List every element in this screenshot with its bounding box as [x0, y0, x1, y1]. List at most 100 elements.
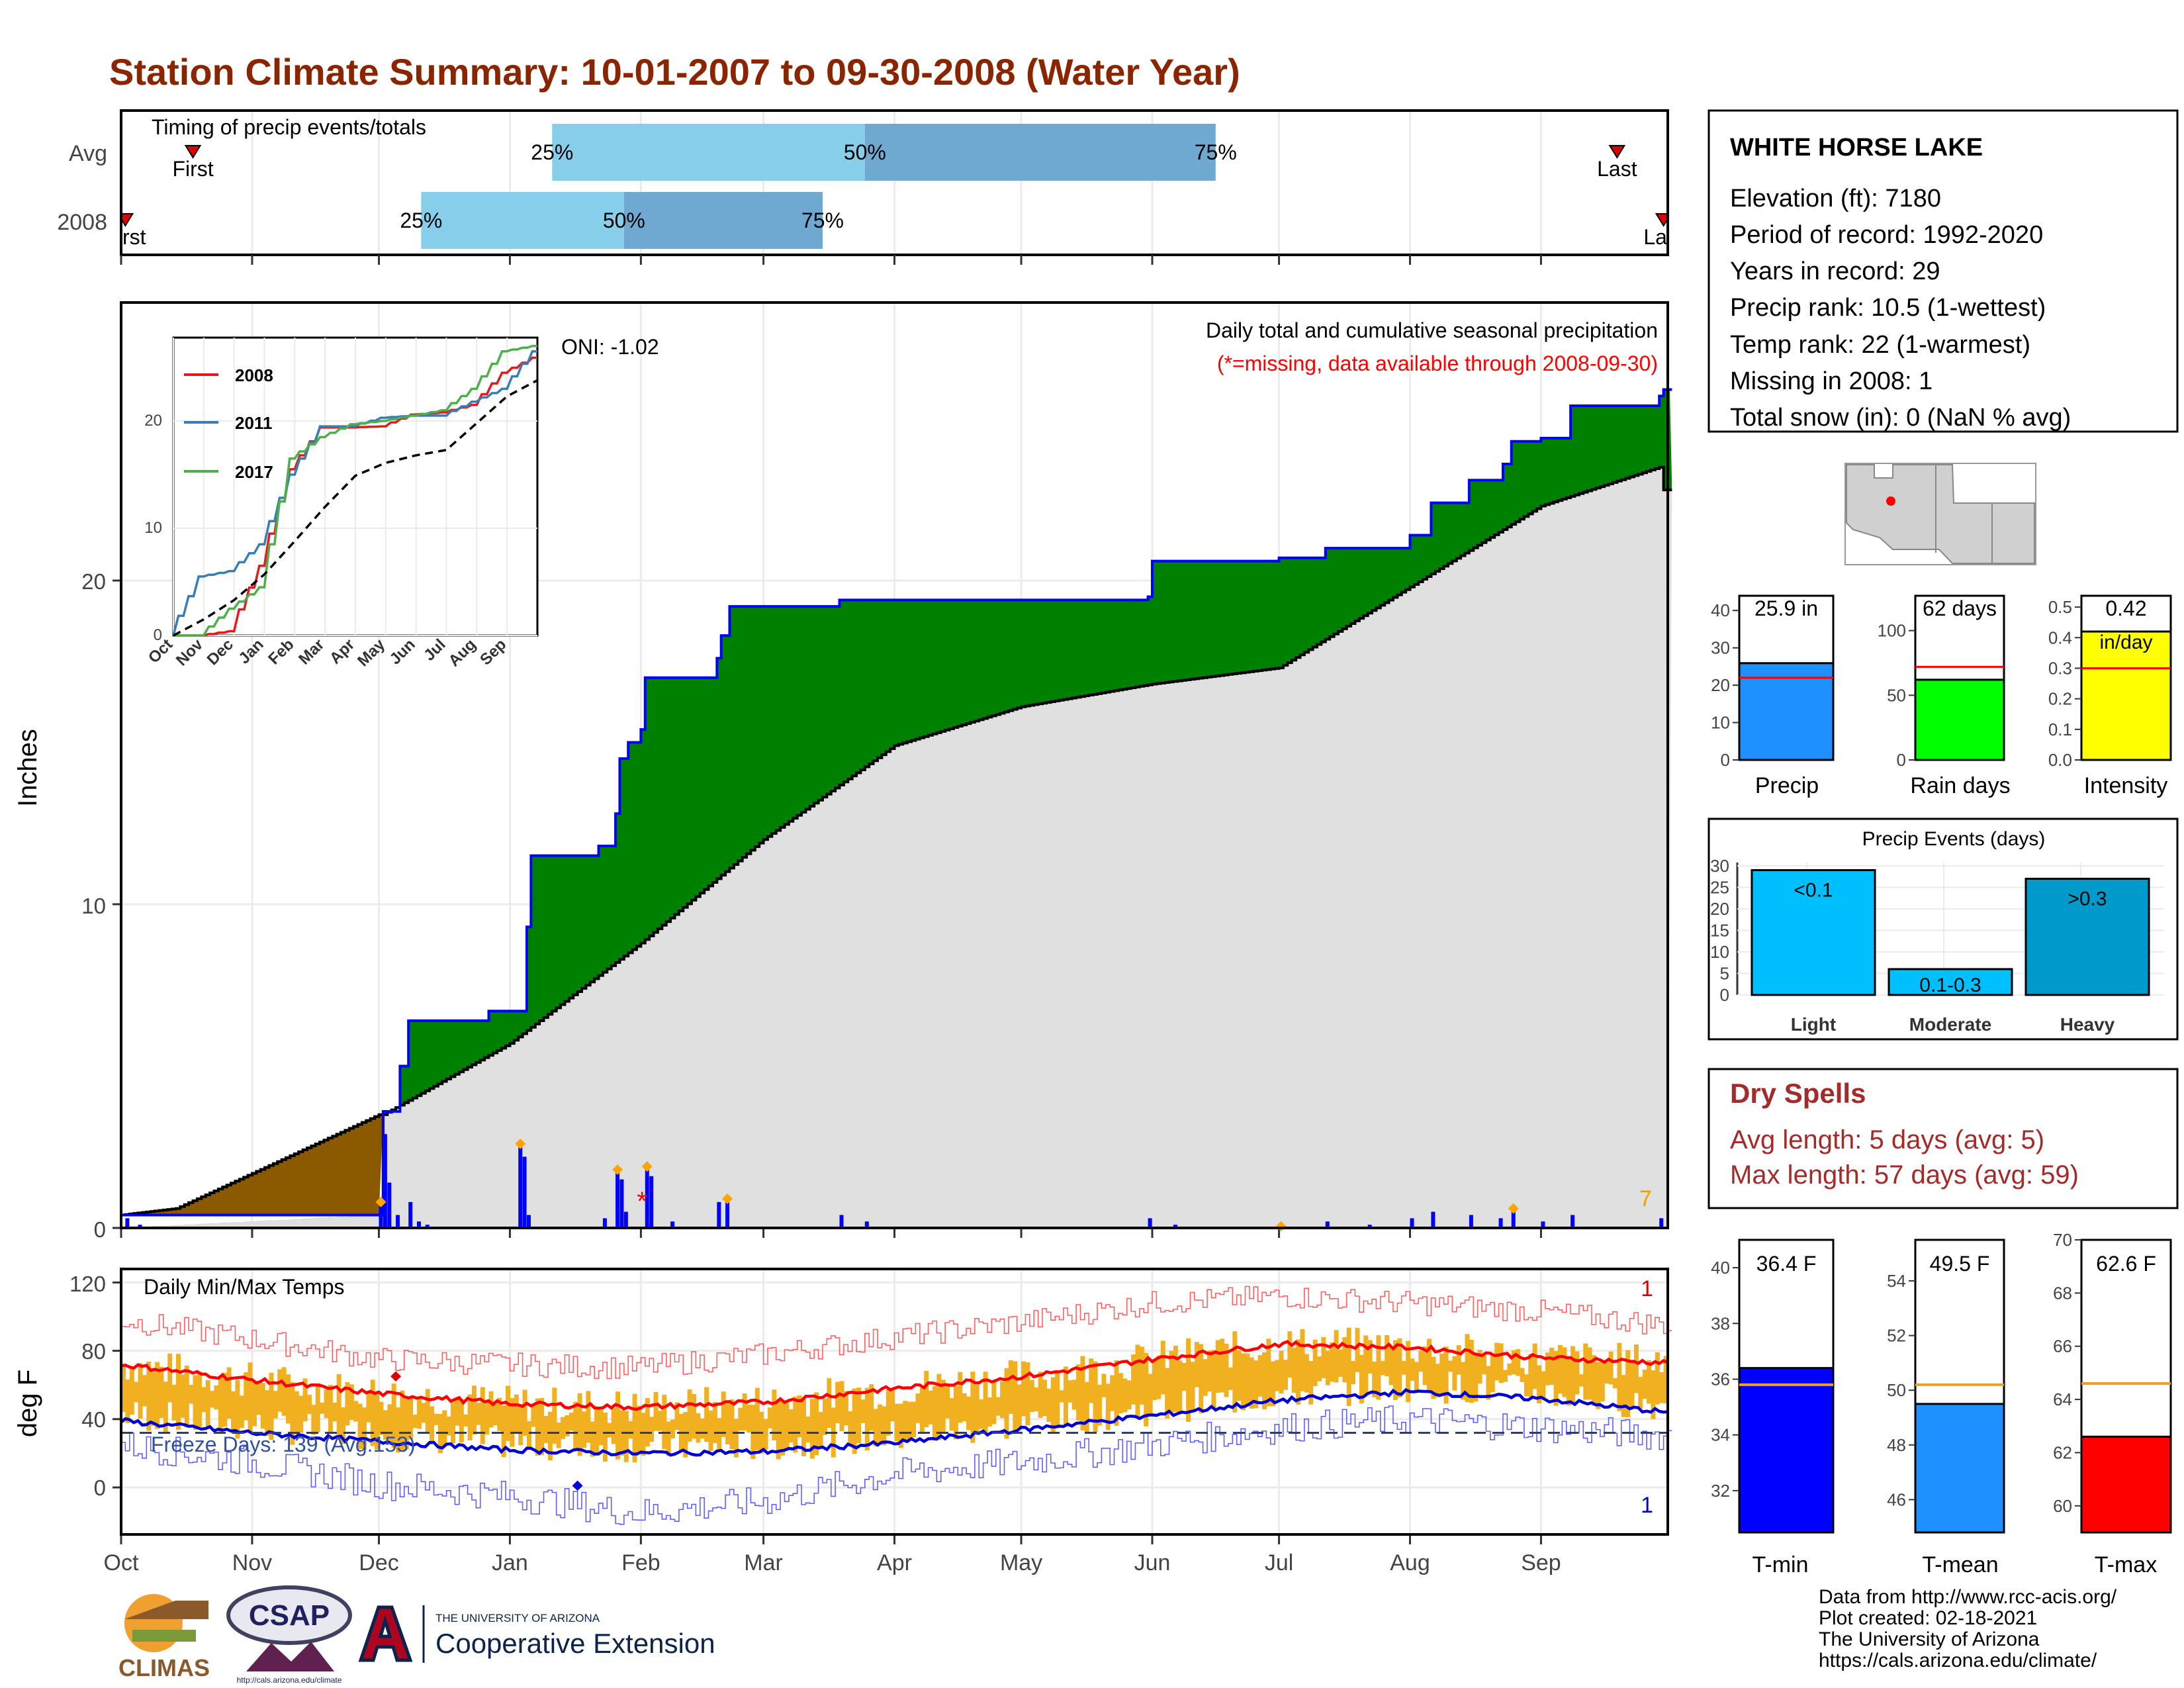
- daily-temp-range: [573, 1401, 578, 1448]
- inset-line-2011: [172, 350, 537, 636]
- daily-temp-range: [1642, 1370, 1647, 1399]
- record-max-count: 1: [1641, 1276, 1653, 1301]
- daily-temp-range: [1266, 1338, 1271, 1407]
- temp-value-label: 62.6 F: [2096, 1252, 2156, 1276]
- daily-temp-range: [1553, 1350, 1559, 1406]
- daily-temp-range: [1194, 1342, 1199, 1387]
- daily-temp-range: [531, 1405, 536, 1427]
- daily-temp-range: [1511, 1350, 1516, 1375]
- daily-temp-range: [991, 1381, 997, 1425]
- climas-logo: CLIMAS: [118, 1594, 210, 1681]
- timing-pct-label: 25%: [400, 209, 442, 232]
- station-frame: [1707, 109, 2179, 433]
- station-years: Years in record: 29: [1730, 258, 1940, 285]
- daily-temp-range: [273, 1391, 278, 1419]
- daily-temp-range: [488, 1391, 494, 1428]
- daily-temp-range: [125, 1379, 130, 1423]
- daily-temp-range: [565, 1415, 570, 1436]
- daily-temp-range: [936, 1374, 942, 1440]
- daily-temp-range: [932, 1386, 937, 1441]
- dry-spells-title: Dry Spells: [1730, 1078, 1866, 1109]
- event-category-label: Light: [1791, 1014, 1836, 1035]
- daily-temp-range: [1262, 1352, 1267, 1409]
- extreme-marker: [375, 1196, 387, 1207]
- precip-ytick-20: 20: [81, 569, 106, 594]
- timing-pct-label: 25%: [531, 140, 573, 164]
- daily-precip-bar: [518, 1143, 523, 1228]
- daily-precip-bar: [717, 1201, 721, 1228]
- temp-bar-ytick-label: 36: [1711, 1369, 1730, 1389]
- daily-temp-range: [370, 1380, 375, 1446]
- daily-temp-range: [311, 1405, 316, 1435]
- daily-temp-range: [987, 1397, 992, 1427]
- daily-temp-range: [1076, 1364, 1081, 1421]
- daily-temp-range: [894, 1403, 899, 1442]
- daily-temp-range: [1401, 1360, 1406, 1375]
- daily-temp-range: [404, 1399, 409, 1450]
- temp-bar-ytick-label: 70: [2053, 1230, 2072, 1250]
- daily-temp-range: [983, 1372, 988, 1433]
- daily-temp-range: [433, 1413, 439, 1425]
- events-ytick-label: 15: [1710, 921, 1729, 941]
- daily-temp-range: [244, 1372, 249, 1421]
- daily-temp-range: [1486, 1366, 1491, 1400]
- csap-mountains: [246, 1642, 334, 1671]
- daily-precip-bar: [670, 1221, 675, 1228]
- daily-temp-range: [903, 1401, 908, 1442]
- daily-temp-range: [1059, 1390, 1064, 1403]
- daily-precip-bar: [1325, 1221, 1330, 1228]
- daily-precip-bar: [1148, 1218, 1152, 1228]
- daily-precip-bar: [416, 1221, 421, 1228]
- daily-temp-range: [797, 1395, 802, 1438]
- month-label: Nov: [232, 1550, 272, 1575]
- dry-spells-max: Max length: 57 days (avg: 59): [1730, 1160, 2079, 1190]
- daily-temp-range: [827, 1378, 832, 1429]
- daily-temp-range: [1566, 1356, 1571, 1406]
- temp-frame: [120, 1268, 1669, 1536]
- daily-precip-bar: [1659, 1218, 1664, 1228]
- daily-temp-range: [653, 1391, 659, 1431]
- daily-temp-range: [966, 1396, 972, 1430]
- precip-areas: [121, 388, 1672, 1232]
- missing-note: (*=missing, data available through 2008-…: [1217, 352, 1658, 375]
- daily-temp-range: [514, 1394, 519, 1434]
- daily-temp-range: [1562, 1347, 1567, 1397]
- daily-temp-range: [860, 1399, 866, 1423]
- events-ytick-label: 0: [1720, 985, 1729, 1005]
- daily-temp-range: [809, 1399, 815, 1459]
- inset-line-avg: [173, 379, 538, 637]
- daily-temp-range: [336, 1374, 341, 1440]
- temp-data: [120, 1286, 1672, 1525]
- mini-ytick-label: 30: [1711, 638, 1730, 658]
- mini-ytick-label: 0.5: [2048, 597, 2072, 617]
- daily-temp-range: [1097, 1384, 1102, 1426]
- inset-ytick-20: 20: [144, 412, 162, 430]
- ua-small-text: THE UNIVERSITY OF ARIZONA: [435, 1612, 600, 1624]
- daily-temp-range: [666, 1421, 671, 1456]
- daily-temp-range: [163, 1382, 168, 1434]
- daily-temp-range: [1427, 1338, 1432, 1391]
- daily-temp-range: [1647, 1360, 1652, 1404]
- freeze-label: Freeze Days: 139 (Avg:153): [151, 1432, 416, 1456]
- daily-temp-range: [552, 1387, 557, 1444]
- daily-temp-range: [1516, 1349, 1521, 1376]
- events-ytick-label: 5: [1720, 964, 1729, 984]
- daily-temp-range: [704, 1387, 709, 1442]
- timing-pct-label: 75%: [1195, 140, 1237, 164]
- daily-temp-range: [940, 1380, 946, 1434]
- daily-precip-bar: [396, 1215, 400, 1228]
- dry-spells-frame: [1707, 1068, 2179, 1209]
- daily-temp-range: [1621, 1375, 1626, 1417]
- temp-bar-t-mean: [1914, 1403, 2005, 1534]
- events-ytick-label: 20: [1710, 899, 1729, 919]
- inset-month-label: Sep: [477, 635, 510, 669]
- timing-marker-label: Last: [1643, 225, 1684, 249]
- event-category-label: Moderate: [1909, 1014, 1991, 1035]
- daily-temp-range: [1211, 1350, 1216, 1409]
- daily-temp-range: [150, 1368, 156, 1426]
- daily-temp-range: [738, 1407, 743, 1431]
- timing-marker-label: First: [172, 157, 213, 181]
- daily-temp-range: [210, 1391, 215, 1408]
- daily-temp-range: [1587, 1347, 1592, 1400]
- daily-temp-range: [1126, 1380, 1132, 1410]
